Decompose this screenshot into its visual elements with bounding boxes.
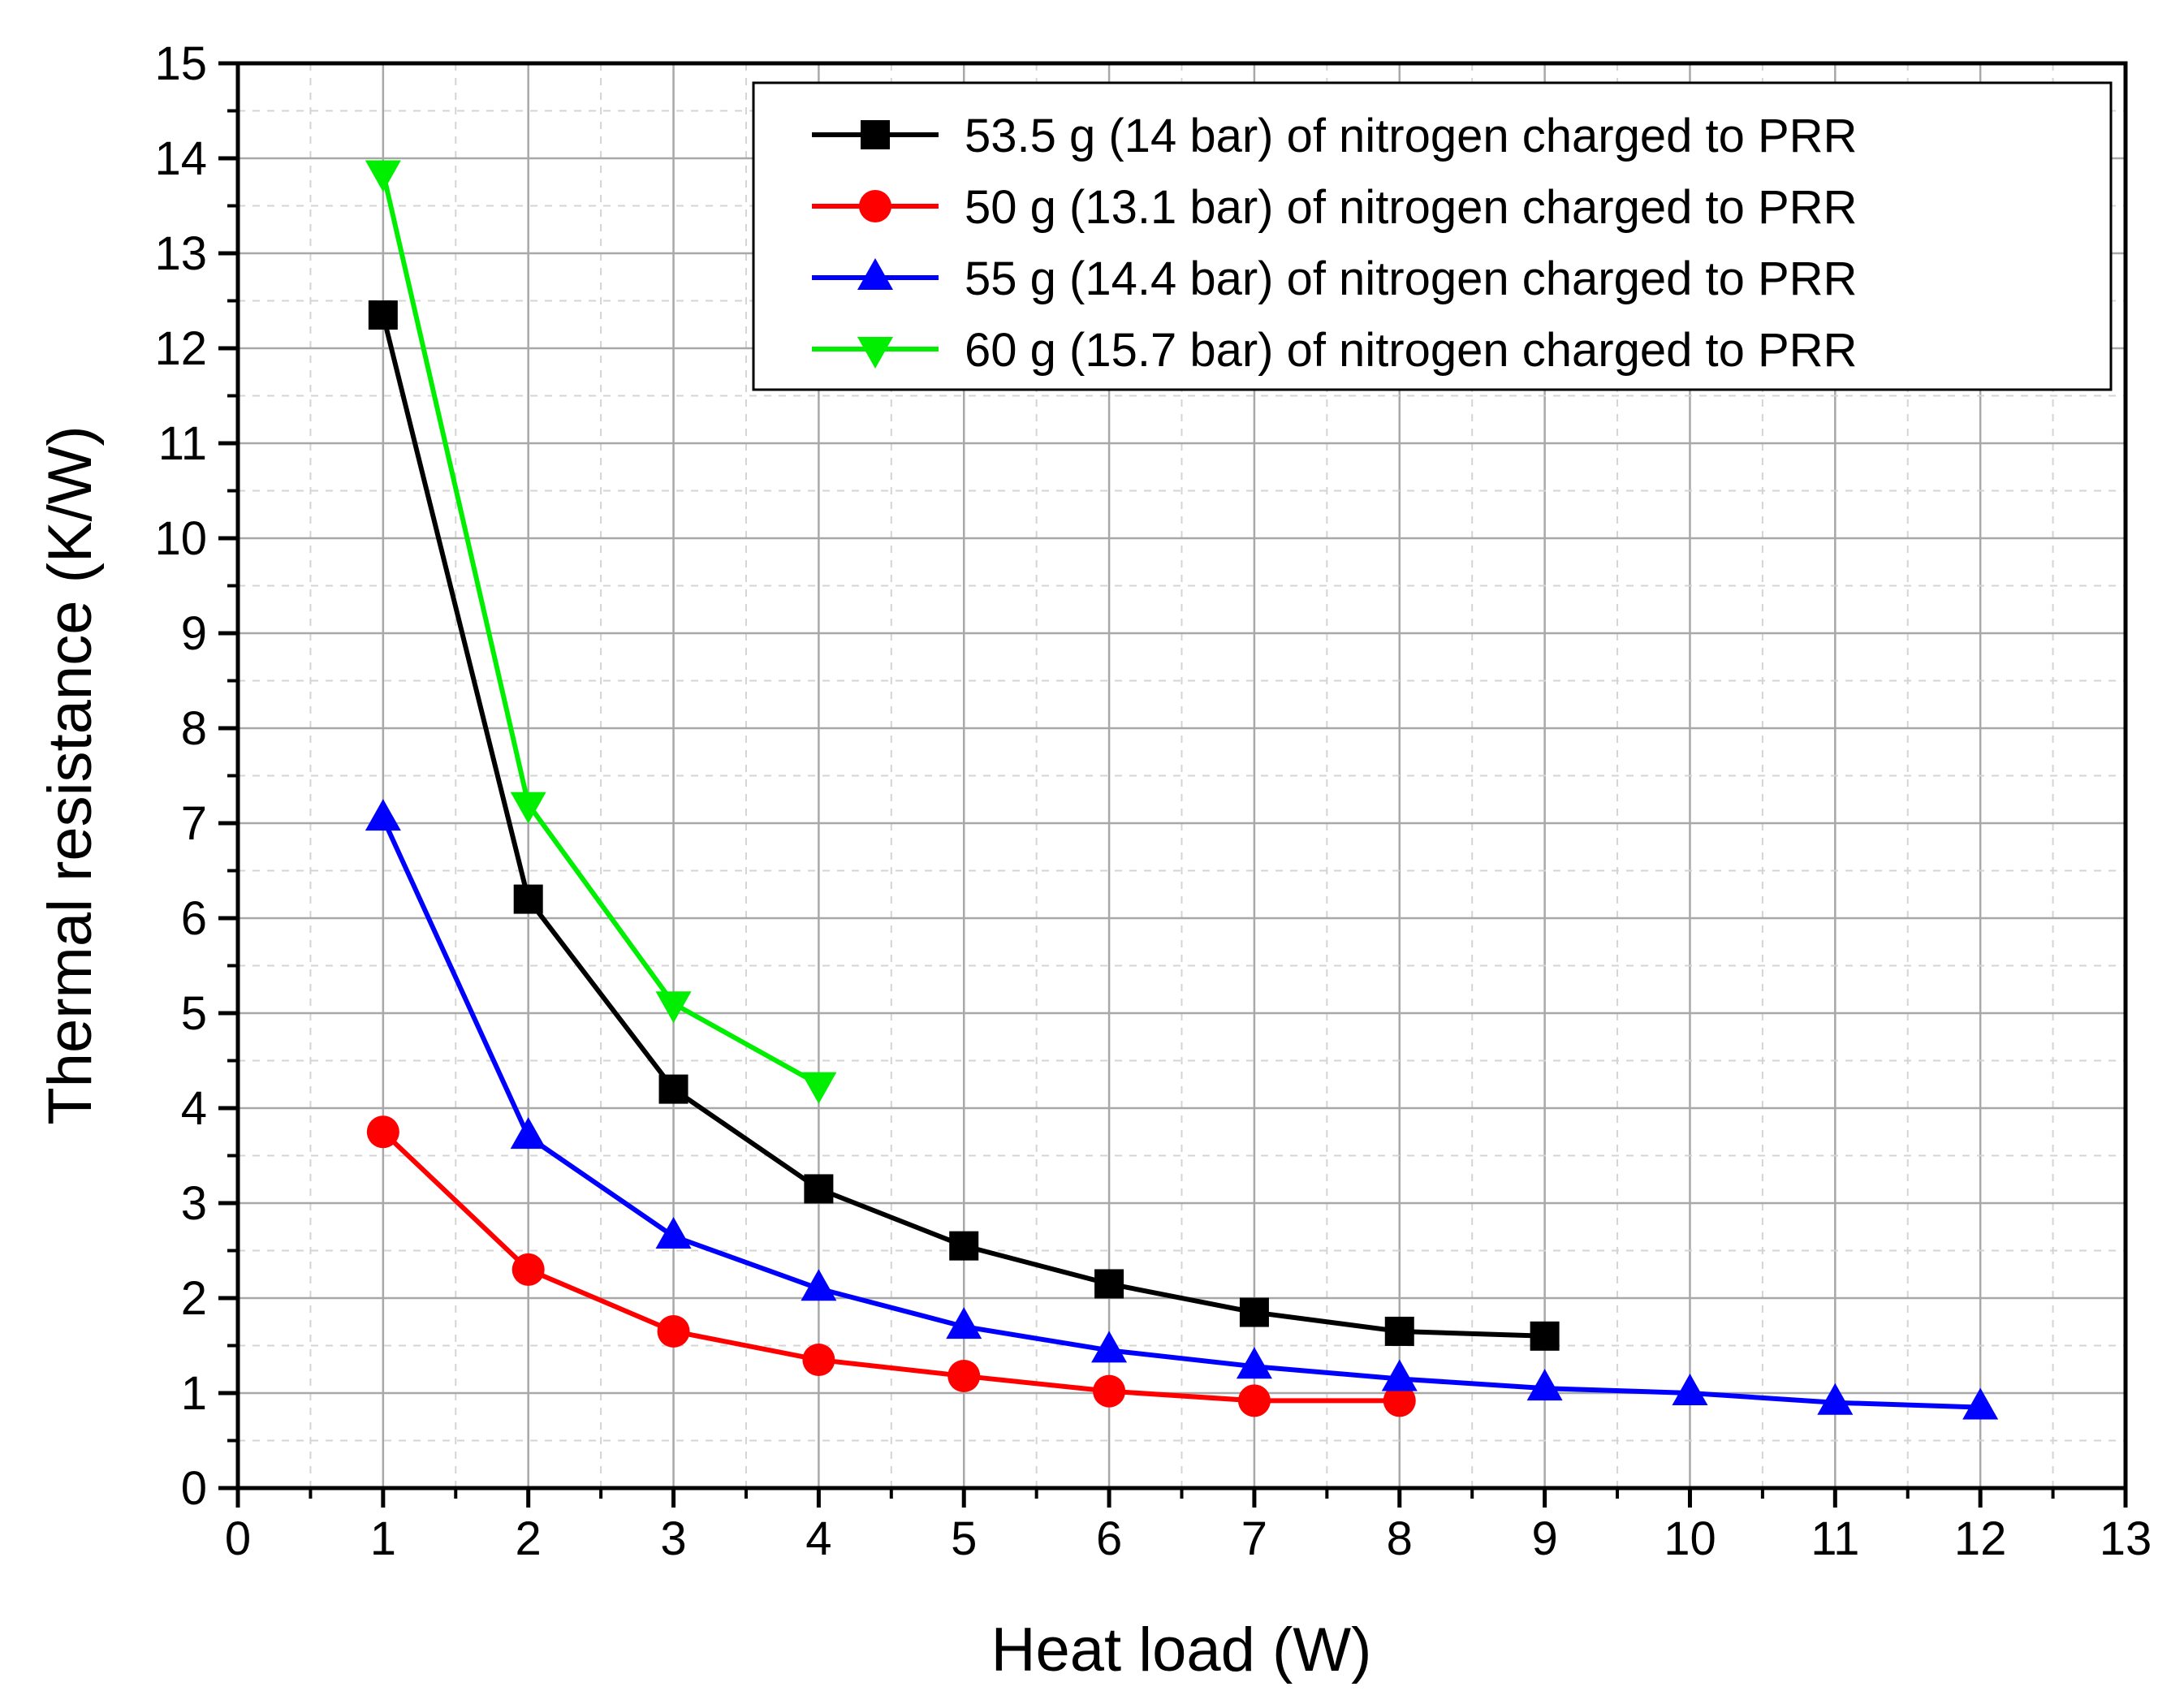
data-point [1672,1374,1708,1405]
data-point [1237,1384,1271,1417]
y-tick-label: 3 [181,1177,207,1230]
data-point [1094,1269,1124,1299]
x-tick-label: 4 [805,1512,831,1565]
x-tick-label: 7 [1241,1512,1267,1565]
series-line [381,1130,1400,1404]
data-point [368,300,398,330]
legend-marker [859,190,891,222]
data-point [949,1231,979,1261]
y-tick-label: 9 [181,607,207,660]
x-axis-title: Heat load (W) [991,1616,1372,1685]
y-tick-label: 4 [181,1082,207,1135]
legend-label: 50 g (13.1 bar) of nitrogen charged to P… [965,181,1857,234]
x-tick-label: 10 [1664,1512,1716,1565]
y-tick-label: 0 [181,1462,207,1515]
x-tick-label: 8 [1387,1512,1413,1565]
legend-marker [861,120,890,149]
legend: 53.5 g (14 bar) of nitrogen charged to P… [752,81,2113,391]
data-point [1093,1374,1126,1408]
data-point [1381,1359,1418,1391]
data-point [802,1344,835,1377]
data-point [1236,1347,1272,1379]
data-point [511,1253,545,1286]
x-tick-label: 2 [516,1512,542,1565]
data-point [366,1115,399,1149]
data-point [1530,1321,1560,1351]
y-tick-label: 5 [181,987,207,1040]
legend-label: 60 g (15.7 bar) of nitrogen charged to P… [965,324,1857,377]
y-tick-label: 12 [154,322,207,375]
data-point [1384,1316,1414,1346]
data-point [946,1307,982,1339]
y-tick-label: 15 [154,37,207,90]
data-point [804,1174,834,1204]
y-tick-label: 10 [154,512,207,565]
data-point [510,1117,546,1150]
series-layer [365,160,1999,1420]
legend-label: 55 g (14.4 bar) of nitrogen charged to P… [965,252,1857,305]
data-point [1817,1383,1854,1415]
x-tick-label: 6 [1096,1512,1122,1565]
y-tick-label: 11 [158,417,207,470]
series-4 [365,160,837,1104]
data-point [655,991,692,1024]
series-line [380,171,820,1087]
data-point [801,1072,837,1104]
data-point [513,884,543,914]
series-line [381,817,1981,1410]
data-point [1526,1369,1563,1401]
data-point [365,799,401,831]
data-point [1962,1387,1999,1420]
legend-box [752,81,2113,391]
y-tick-label: 13 [154,227,207,280]
y-tick-label: 14 [154,132,207,185]
x-tick-label: 1 [370,1512,396,1565]
data-point [947,1359,981,1392]
y-tick-label: 6 [181,892,207,945]
data-point [801,1269,837,1301]
x-tick-label: 12 [1954,1512,2007,1565]
series-3 [365,799,1999,1420]
y-tick-label: 2 [181,1272,207,1325]
x-tick-label: 0 [225,1512,251,1565]
legend-marker [857,258,893,290]
y-tick-label: 8 [181,702,207,755]
y-tick-label: 1 [181,1367,207,1420]
data-point [1239,1297,1269,1327]
data-point [657,1314,690,1348]
legend-label: 53.5 g (14 bar) of nitrogen charged to P… [965,110,1857,162]
x-tick-label: 3 [660,1512,686,1565]
x-tick-label: 5 [951,1512,977,1565]
data-point [655,1216,692,1249]
x-tick-label: 11 [1811,1512,1859,1565]
series-1 [368,300,1560,1351]
data-point [510,792,546,824]
data-point [1383,1384,1416,1417]
legend-marker [857,337,893,369]
data-point [365,160,401,192]
series-2 [366,1115,1416,1417]
data-point [1091,1331,1128,1363]
x-tick-label: 9 [1531,1512,1557,1565]
y-axis-title: Thermal resistance (K/W) [36,425,105,1125]
x-tick-label: 13 [2100,1512,2152,1565]
data-point [658,1074,688,1104]
y-tick-label: 7 [181,797,207,850]
